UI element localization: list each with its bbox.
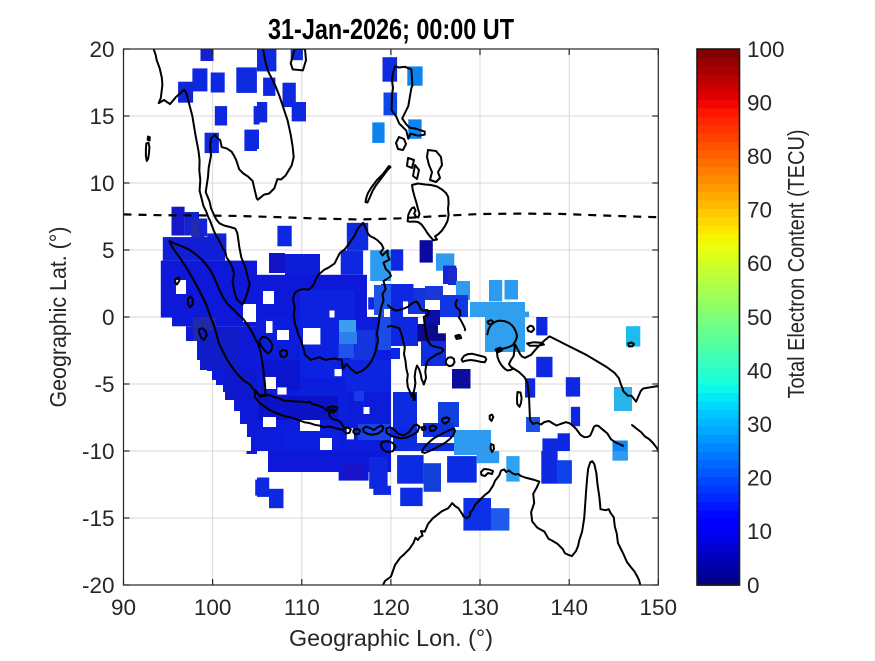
- svg-text:70: 70: [747, 198, 772, 223]
- svg-text:0: 0: [747, 573, 760, 598]
- svg-text:-5: -5: [94, 372, 114, 397]
- svg-text:Geographic Lon. (°): Geographic Lon. (°): [289, 625, 493, 651]
- svg-text:-20: -20: [82, 573, 115, 598]
- svg-text:100: 100: [747, 37, 785, 62]
- svg-text:31-Jan-2026; 00:00 UT: 31-Jan-2026; 00:00 UT: [268, 14, 514, 46]
- svg-text:130: 130: [461, 595, 499, 620]
- svg-text:100: 100: [194, 595, 232, 620]
- svg-text:15: 15: [89, 104, 114, 129]
- svg-text:10: 10: [89, 171, 114, 196]
- svg-text:90: 90: [111, 595, 136, 620]
- svg-text:20: 20: [89, 37, 114, 62]
- svg-text:110: 110: [284, 595, 320, 620]
- svg-text:10: 10: [747, 519, 772, 544]
- svg-text:0: 0: [102, 305, 115, 330]
- svg-text:-15: -15: [82, 506, 115, 531]
- svg-text:150: 150: [640, 595, 678, 620]
- svg-text:60: 60: [747, 251, 772, 276]
- svg-text:50: 50: [747, 305, 772, 330]
- svg-text:140: 140: [550, 595, 588, 620]
- svg-text:-10: -10: [82, 439, 115, 464]
- svg-text:Geographic Lat. (°): Geographic Lat. (°): [45, 227, 71, 408]
- svg-text:30: 30: [747, 412, 772, 437]
- svg-text:20: 20: [747, 466, 772, 491]
- svg-text:5: 5: [102, 238, 115, 263]
- svg-text:40: 40: [747, 358, 772, 383]
- svg-text:90: 90: [747, 90, 772, 115]
- svg-text:120: 120: [372, 595, 410, 620]
- svg-text:80: 80: [747, 144, 772, 169]
- svg-text:Total Electron Content (TECU): Total Electron Content (TECU): [783, 130, 809, 399]
